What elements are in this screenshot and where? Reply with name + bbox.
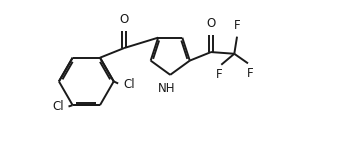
Text: O: O	[206, 17, 216, 30]
Text: F: F	[247, 67, 253, 80]
Text: NH: NH	[158, 82, 175, 95]
Text: F: F	[234, 19, 240, 32]
Text: Cl: Cl	[52, 100, 64, 113]
Text: O: O	[119, 13, 129, 26]
Text: F: F	[216, 68, 223, 81]
Text: Cl: Cl	[123, 78, 135, 91]
